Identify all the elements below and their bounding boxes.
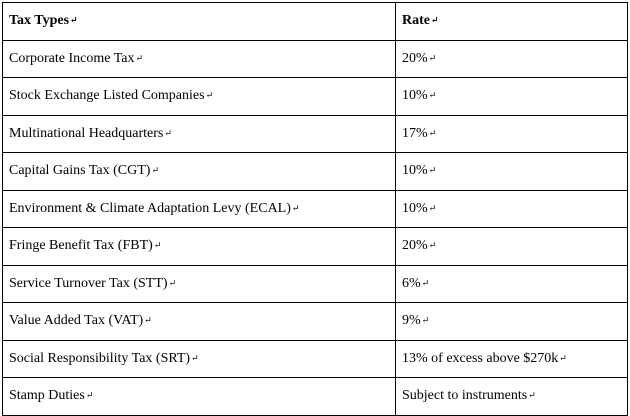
paragraph-mark-icon: ↵ <box>528 390 536 401</box>
paragraph-mark-icon: ↵ <box>421 277 430 288</box>
rate-text: 17% <box>402 125 428 141</box>
paragraph-mark-icon: ↵ <box>291 202 300 213</box>
paragraph-mark-icon: ↵ <box>168 277 177 288</box>
paragraph-mark-icon: ↵ <box>85 390 94 401</box>
paragraph-mark-icon: ↵ <box>428 90 437 101</box>
rate-cell: 20%↵ <box>395 227 628 266</box>
tax-type-cell: Social Responsibility Tax (SRT)↵ <box>2 339 396 378</box>
tax-type-text: Environment & Climate Adaptation Levy (E… <box>9 200 291 216</box>
rate-text: 9% <box>402 313 421 329</box>
table-row: Environment & Climate Adaptation Levy (E… <box>2 189 628 228</box>
rate-cell: 10%↵ <box>395 77 628 116</box>
table-row: Value Added Tax (VAT)↵ 9%↵ <box>2 302 628 341</box>
header-label: Rate <box>402 13 430 29</box>
paragraph-mark-icon: ↵ <box>428 127 437 138</box>
tax-type-cell: Fringe Benefit Tax (FBT)↵ <box>2 227 396 266</box>
tax-type-cell: Stock Exchange Listed Companies↵ <box>2 77 396 116</box>
paragraph-mark-icon: ↵ <box>153 240 162 251</box>
tax-type-text: Stamp Duties <box>9 388 85 404</box>
tax-type-cell: Value Added Tax (VAT)↵ <box>2 302 396 341</box>
tax-type-text: Capital Gains Tax (CGT) <box>9 163 151 179</box>
header-cell-tax-types: Tax Types↵ <box>2 2 396 41</box>
table-row: Capital Gains Tax (CGT)↵ 10%↵ <box>2 152 628 191</box>
tax-type-cell: Environment & Climate Adaptation Levy (E… <box>2 189 396 228</box>
rate-cell: 10%↵ <box>395 152 628 191</box>
rate-text: 10% <box>402 88 428 104</box>
paragraph-mark-icon: ↵ <box>70 15 78 26</box>
paragraph-mark-icon: ↵ <box>559 352 567 363</box>
rate-text: 20% <box>402 238 428 254</box>
rate-cell: 17%↵ <box>395 114 628 153</box>
rate-cell: Subject to instruments↵ <box>395 377 628 416</box>
rate-cell: 6%↵ <box>395 264 628 303</box>
tax-type-text: Value Added Tax (VAT) <box>9 313 144 329</box>
table-row: Corporate Income Tax↵ 20%↵ <box>2 39 628 78</box>
tax-type-text: Stock Exchange Listed Companies <box>9 88 205 104</box>
rate-text: 13% of excess above $270k <box>402 350 559 366</box>
paragraph-mark-icon: ↵ <box>205 90 214 101</box>
rate-cell: 10%↵ <box>395 189 628 228</box>
paragraph-mark-icon: ↵ <box>431 15 439 26</box>
tax-type-text: Fringe Benefit Tax (FBT) <box>9 238 153 254</box>
table-row: Social Responsibility Tax (SRT)↵ 13% of … <box>2 339 628 378</box>
paragraph-mark-icon: ↵ <box>191 352 199 363</box>
rate-text: 6% <box>402 275 421 291</box>
table-row: Stamp Duties↵ Subject to instruments↵ <box>2 377 628 416</box>
paragraph-mark-icon: ↵ <box>428 240 437 251</box>
tax-type-cell: Stamp Duties↵ <box>2 377 396 416</box>
rate-text: 20% <box>402 50 428 66</box>
paragraph-mark-icon: ↵ <box>135 52 144 63</box>
rate-text: 10% <box>402 200 428 216</box>
header-cell-rate: Rate↵ <box>395 2 628 41</box>
rate-cell: 9%↵ <box>395 302 628 341</box>
paragraph-mark-icon: ↵ <box>421 315 430 326</box>
tax-type-cell: Capital Gains Tax (CGT)↵ <box>2 152 396 191</box>
tax-type-text: Corporate Income Tax <box>9 50 135 66</box>
paragraph-mark-icon: ↵ <box>164 127 172 138</box>
table-header-row: Tax Types↵ Rate↵ <box>2 2 628 41</box>
paragraph-mark-icon: ↵ <box>428 165 437 176</box>
rate-text: Subject to instruments <box>402 388 528 404</box>
rate-cell: 13% of excess above $270k↵ <box>395 339 628 378</box>
paragraph-mark-icon: ↵ <box>151 165 160 176</box>
tax-type-cell: Service Turnover Tax (STT)↵ <box>2 264 396 303</box>
paragraph-mark-icon: ↵ <box>428 202 437 213</box>
table-row: Stock Exchange Listed Companies↵ 10%↵ <box>2 77 628 116</box>
table-row: Fringe Benefit Tax (FBT)↵ 20%↵ <box>2 227 628 266</box>
tax-type-text: Multinational Headquarters <box>9 125 164 141</box>
tax-type-cell: Multinational Headquarters↵ <box>2 114 396 153</box>
table-row: Service Turnover Tax (STT)↵ 6%↵ <box>2 264 628 303</box>
table-row: Multinational Headquarters↵ 17%↵ <box>2 114 628 153</box>
tax-type-text: Service Turnover Tax (STT) <box>9 275 168 291</box>
paragraph-mark-icon: ↵ <box>428 52 437 63</box>
rate-text: 10% <box>402 163 428 179</box>
tax-type-cell: Corporate Income Tax↵ <box>2 39 396 78</box>
rate-cell: 20%↵ <box>395 39 628 78</box>
header-label: Tax Types <box>9 13 70 29</box>
paragraph-mark-icon: ↵ <box>144 315 152 326</box>
tax-type-text: Social Responsibility Tax (SRT) <box>9 350 191 366</box>
